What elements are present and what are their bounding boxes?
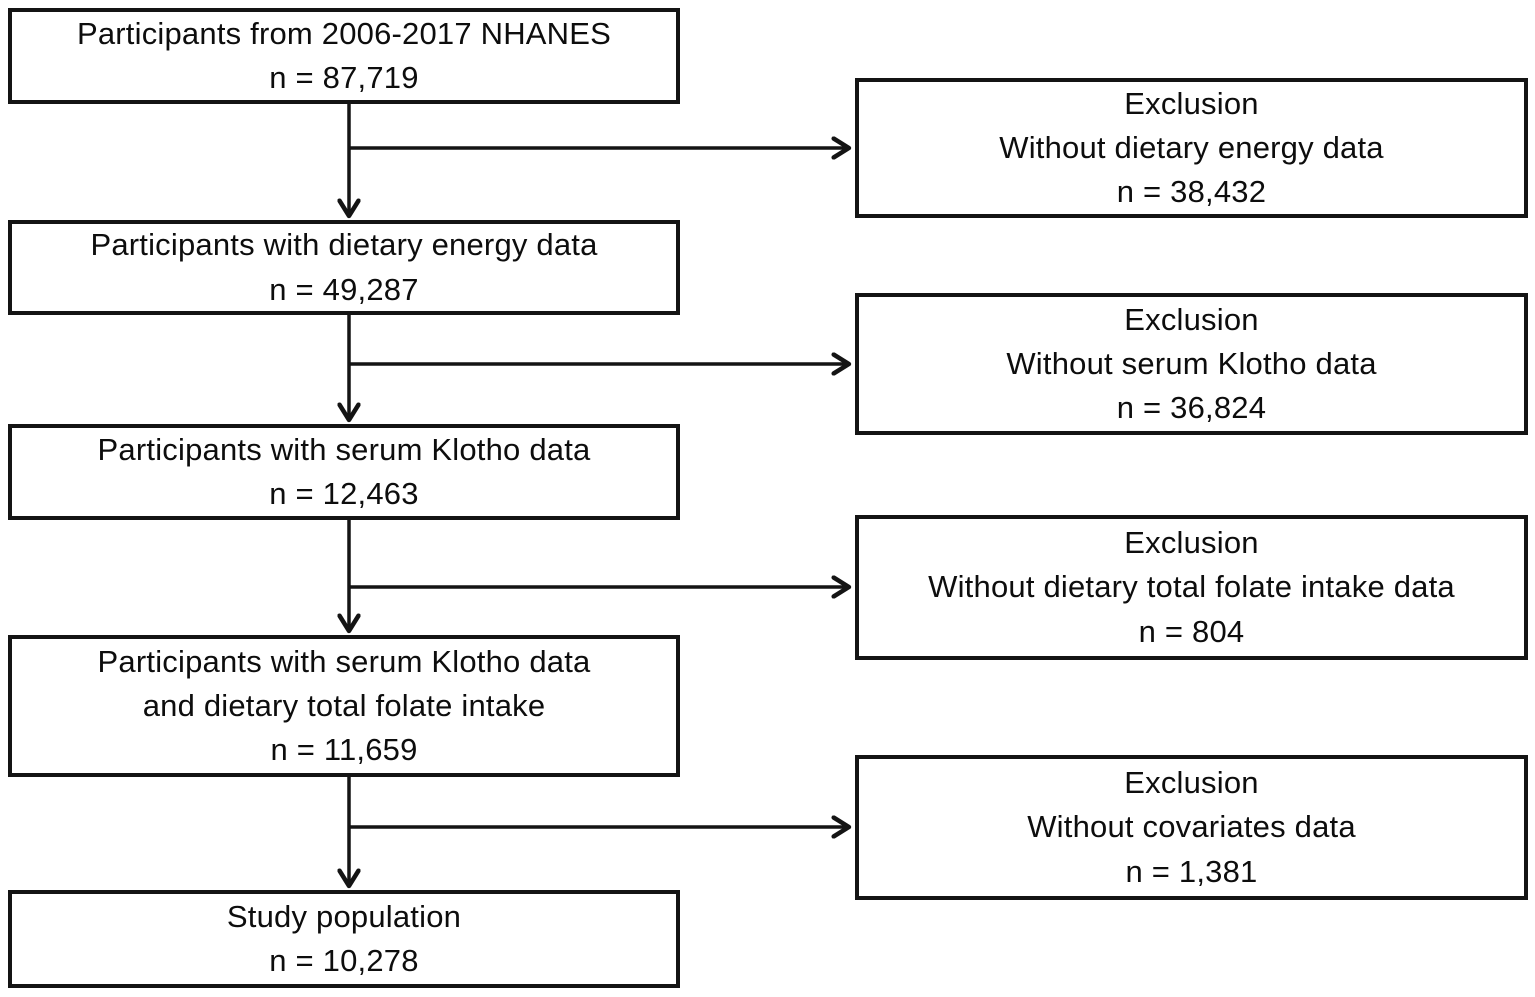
- box-exclusion-folate-intake: Exclusion Without dietary total folate i…: [855, 515, 1528, 660]
- exclusion-title: Exclusion: [1124, 301, 1259, 337]
- box-title-line2: and dietary total folate intake: [142, 687, 546, 723]
- box-exclusion-serum-klotho: Exclusion Without serum Klotho data n = …: [855, 293, 1528, 435]
- box-title: Participants with serum Klotho data: [97, 643, 591, 679]
- exclusion-reason: Without dietary total folate intake data: [928, 569, 1455, 605]
- exclusion-count: n = 38,432: [1116, 174, 1267, 210]
- box-serum-klotho: Participants with serum Klotho data n = …: [8, 424, 680, 520]
- box-count: n = 12,463: [269, 476, 419, 511]
- exclusion-reason: Without dietary energy data: [999, 130, 1384, 165]
- box-count: n = 10,278: [269, 943, 419, 978]
- box-dietary-energy: Participants with dietary energy data n …: [8, 220, 680, 315]
- box-title: Study population: [226, 898, 462, 934]
- exclusion-title: Exclusion: [1124, 525, 1259, 561]
- box-klotho-folate: Participants with serum Klotho data and …: [8, 635, 680, 777]
- exclusion-reason: Without serum Klotho data: [1006, 345, 1377, 381]
- box-exclusion-covariates: Exclusion Without covariates data n = 1,…: [855, 755, 1528, 900]
- exclusion-count: n = 804: [1138, 613, 1245, 649]
- box-title: Participants with serum Klotho data: [97, 431, 591, 467]
- box-count: n = 87,719: [269, 60, 419, 95]
- box-title: Participants from 2006-2017 NHANES: [76, 15, 612, 51]
- exclusion-count: n = 1,381: [1125, 853, 1258, 889]
- box-count: n = 11,659: [270, 732, 418, 767]
- box-title: Participants with dietary energy data: [90, 227, 598, 263]
- box-nhanes-participants: Participants from 2006-2017 NHANES n = 8…: [8, 8, 680, 104]
- exclusion-title: Exclusion: [1124, 85, 1259, 121]
- box-study-population: Study population n = 10,278: [8, 890, 680, 988]
- exclusion-title: Exclusion: [1124, 765, 1259, 801]
- box-exclusion-dietary-energy: Exclusion Without dietary energy data n …: [855, 78, 1528, 218]
- exclusion-reason: Without covariates data: [1027, 809, 1356, 845]
- exclusion-count: n = 36,824: [1116, 390, 1267, 425]
- box-count: n = 49,287: [269, 271, 419, 307]
